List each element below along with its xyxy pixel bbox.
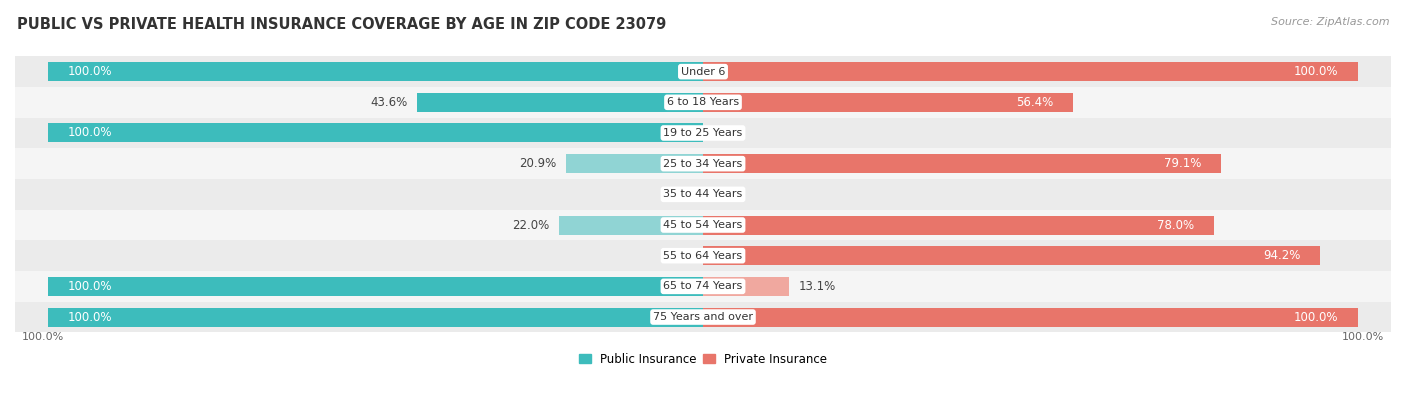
Text: PUBLIC VS PRIVATE HEALTH INSURANCE COVERAGE BY AGE IN ZIP CODE 23079: PUBLIC VS PRIVATE HEALTH INSURANCE COVER… — [17, 17, 666, 31]
Text: 20.9%: 20.9% — [519, 157, 557, 170]
Bar — [703, 216, 1215, 235]
Bar — [703, 154, 1222, 173]
Text: 65 to 74 Years: 65 to 74 Years — [664, 281, 742, 291]
Bar — [48, 62, 703, 81]
Text: 100.0%: 100.0% — [67, 311, 112, 323]
Bar — [15, 118, 1391, 148]
Bar — [15, 210, 1391, 240]
Bar — [703, 93, 1073, 112]
Bar — [558, 216, 703, 235]
Text: 94.2%: 94.2% — [1263, 249, 1301, 262]
Bar — [703, 62, 1358, 81]
Bar — [15, 179, 1391, 210]
Text: 79.1%: 79.1% — [1164, 157, 1202, 170]
Text: 100.0%: 100.0% — [67, 65, 112, 78]
Text: Source: ZipAtlas.com: Source: ZipAtlas.com — [1271, 17, 1389, 26]
Text: 35 to 44 Years: 35 to 44 Years — [664, 189, 742, 199]
Bar — [15, 148, 1391, 179]
Text: 75 Years and over: 75 Years and over — [652, 312, 754, 322]
Bar — [15, 87, 1391, 118]
Bar — [15, 302, 1391, 332]
Text: 25 to 34 Years: 25 to 34 Years — [664, 159, 742, 169]
Text: 100.0%: 100.0% — [1294, 311, 1339, 323]
Bar — [15, 56, 1391, 87]
Text: 100.0%: 100.0% — [21, 332, 63, 342]
Text: 19 to 25 Years: 19 to 25 Years — [664, 128, 742, 138]
Text: 43.6%: 43.6% — [370, 96, 408, 109]
Text: 6 to 18 Years: 6 to 18 Years — [666, 97, 740, 107]
Text: 22.0%: 22.0% — [512, 218, 548, 232]
Text: 56.4%: 56.4% — [1015, 96, 1053, 109]
Bar — [703, 246, 1320, 265]
Text: 100.0%: 100.0% — [1294, 65, 1339, 78]
Text: 100.0%: 100.0% — [67, 126, 112, 140]
Bar — [48, 123, 703, 142]
Bar — [48, 308, 703, 327]
Legend: Public Insurance, Private Insurance: Public Insurance, Private Insurance — [574, 348, 832, 370]
Text: 55 to 64 Years: 55 to 64 Years — [664, 251, 742, 261]
Text: 100.0%: 100.0% — [67, 280, 112, 293]
Text: 13.1%: 13.1% — [799, 280, 837, 293]
Bar — [15, 240, 1391, 271]
Text: 45 to 54 Years: 45 to 54 Years — [664, 220, 742, 230]
Text: 100.0%: 100.0% — [1343, 332, 1385, 342]
Bar — [567, 154, 703, 173]
Bar — [703, 308, 1358, 327]
Text: Under 6: Under 6 — [681, 66, 725, 77]
Bar — [48, 277, 703, 296]
Bar — [703, 277, 789, 296]
Bar — [418, 93, 703, 112]
Text: 78.0%: 78.0% — [1157, 218, 1195, 232]
Bar — [15, 271, 1391, 302]
